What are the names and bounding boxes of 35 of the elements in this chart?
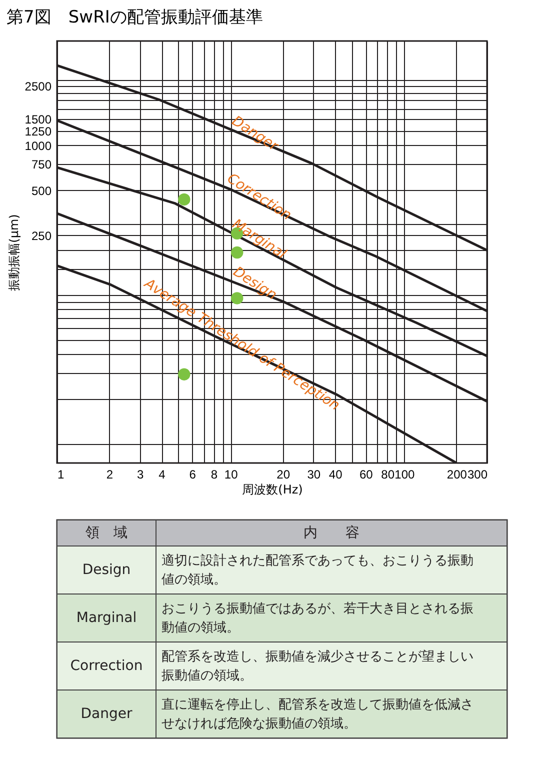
y-tick-label: 250 xyxy=(31,228,52,243)
y-tick-label: 500 xyxy=(31,184,52,198)
text: Marginal xyxy=(76,610,137,626)
x-tick-label: 3 xyxy=(136,468,144,482)
x-tick-label: 4 xyxy=(158,468,166,482)
x-tick-label: 30 xyxy=(307,468,321,482)
x-tick-label: 40 xyxy=(328,468,343,482)
text: 直に運転を停止し、配管系を改造して振動値を低減させなければ危険な振動値の領域。 xyxy=(161,698,474,732)
x-tick-label: 20 xyxy=(276,468,290,482)
y-tick-label: 1500 xyxy=(24,112,52,127)
text: 適切に設計された配管系であっても、おこりうる振動値の領域。 xyxy=(161,552,474,588)
text: Correction xyxy=(70,658,143,674)
text: 内 容 xyxy=(304,525,360,541)
x-axis-title: 周波数(Hz) xyxy=(242,482,303,496)
x-tick-label: 80 xyxy=(381,468,395,482)
x-tick-label: 200 xyxy=(446,468,468,482)
y-tick-label: 2500 xyxy=(24,79,52,94)
x-tick-label: 300 xyxy=(467,468,488,482)
x-tick-label: 8 xyxy=(210,468,218,482)
y-tick-label: 1250 xyxy=(24,124,52,138)
text: 配管系を改造し、振動値を減少させることが望ましい振動値の領域。 xyxy=(161,650,474,684)
x-tick-label: 100 xyxy=(394,468,416,482)
text: Design xyxy=(82,562,131,578)
y-tick-label: 1000 xyxy=(24,138,52,153)
x-tick-label: 1 xyxy=(58,468,64,482)
chart-title: 第7図 SwRIの配管振動評価基準 xyxy=(6,7,263,28)
text: おこりうる振動値ではあるが、若干大き目とされる振動値の領域。 xyxy=(161,602,474,636)
x-tick-label: 60 xyxy=(359,468,374,482)
text: 領 域 xyxy=(86,525,128,541)
x-tick-label: 6 xyxy=(189,468,196,482)
x-tick-label: 10 xyxy=(224,468,238,482)
text: Danger xyxy=(80,706,132,722)
x-tick-label: 2 xyxy=(106,468,114,482)
y-tick-label: 750 xyxy=(31,158,52,172)
y-axis-title: 振動振幅(μm) xyxy=(6,214,21,291)
